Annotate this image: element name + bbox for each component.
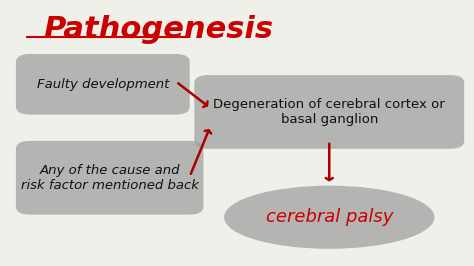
Text: Any of the cause and
risk factor mentioned back: Any of the cause and risk factor mention… <box>21 164 199 192</box>
FancyBboxPatch shape <box>16 54 190 115</box>
FancyBboxPatch shape <box>16 141 203 215</box>
FancyBboxPatch shape <box>194 75 464 149</box>
Text: Degeneration of cerebral cortex or
basal ganglion: Degeneration of cerebral cortex or basal… <box>213 98 445 126</box>
Ellipse shape <box>224 186 435 249</box>
Text: Faulty development: Faulty development <box>36 78 169 91</box>
Text: Pathogenesis: Pathogenesis <box>43 15 273 44</box>
Text: cerebral palsy: cerebral palsy <box>265 208 393 226</box>
